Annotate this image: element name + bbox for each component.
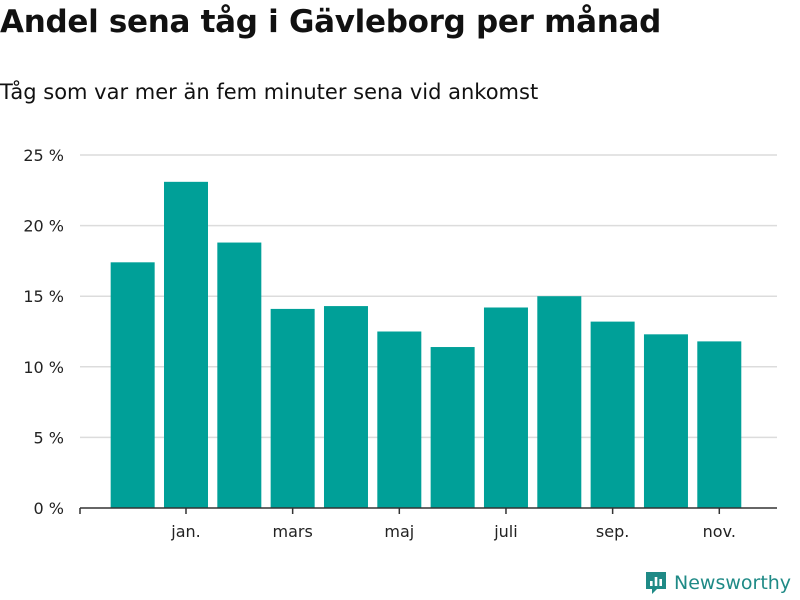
y-tick-label: 20 % [23,217,64,236]
y-axis-ticks: 0 % 5 % 10 % 15 % 20 % 25 % [23,146,64,518]
x-tick-label: juli [493,522,517,541]
newsworthy-logo: Newsworthy [644,570,791,596]
y-tick-label: 25 % [23,146,64,165]
y-tick-label: 10 % [23,358,64,377]
bar-dec. [110,262,155,508]
x-tick-label: sep. [596,522,629,541]
x-tick-label: jan. [170,522,200,541]
bar-maj [377,331,422,508]
bar-mars [270,308,315,508]
bar-okt. [643,334,688,508]
x-tick-label: mars [272,522,312,541]
y-tick-label: 15 % [23,287,64,306]
chart-subtitle: Tåg som var mer än fem minuter sena vid … [0,80,539,104]
x-axis-ticks: jan. mars maj juli sep. nov. [79,508,736,541]
bar-juli [483,307,528,508]
bar-sep. [590,321,635,508]
y-tick-label: 0 % [34,499,64,518]
bar-series [110,181,742,508]
bar-juni [430,347,475,508]
bar-aug. [537,296,582,508]
x-tick-label: maj [384,522,414,541]
x-tick-label: nov. [703,522,736,541]
bar-apr. [323,306,368,508]
bar-nov. [697,341,742,508]
newsworthy-icon [646,572,666,594]
bar-jan. [163,181,208,508]
y-tick-label: 5 % [34,428,64,447]
brand-name: Newsworthy [674,572,792,594]
chart-title: Andel sena tåg i Gävleborg per månad [0,4,661,40]
bar-feb. [217,242,262,508]
